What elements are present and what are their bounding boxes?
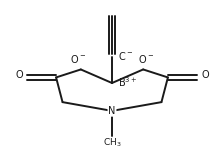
Text: B$^{3+}$: B$^{3+}$ <box>118 75 138 89</box>
Text: O$^-$: O$^-$ <box>69 53 86 65</box>
Text: O: O <box>201 70 209 80</box>
Text: O$^-$: O$^-$ <box>138 53 155 65</box>
Text: N: N <box>108 106 116 116</box>
Text: C$^-$: C$^-$ <box>118 50 134 62</box>
Text: O: O <box>15 70 23 80</box>
Text: CH$_3$: CH$_3$ <box>103 136 121 149</box>
